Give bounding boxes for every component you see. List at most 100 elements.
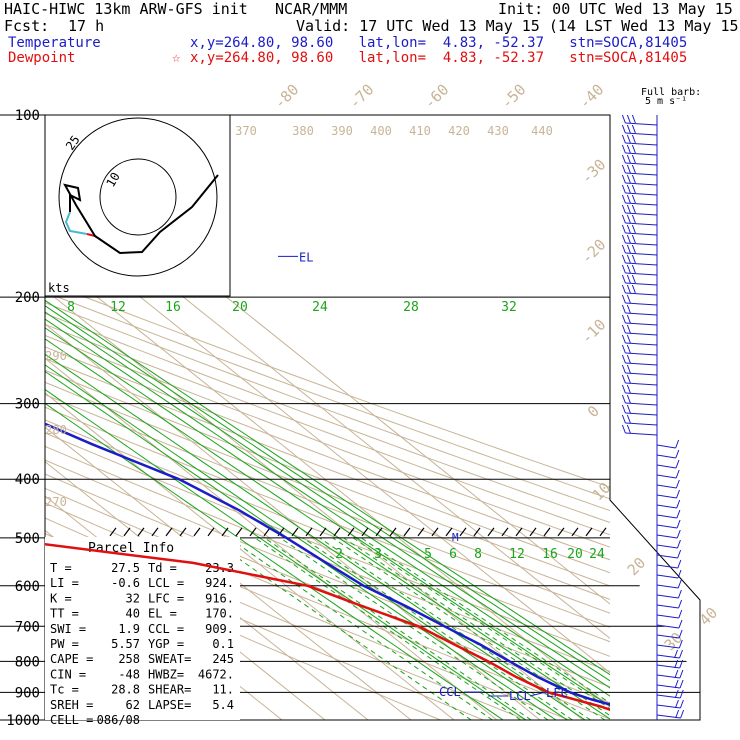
wind-barb-feather [621,224,626,234]
hodograph-ring [99,158,177,236]
wind-barb-feather [631,154,636,164]
temperature-axis-label: -80 [271,81,303,113]
dewpoint-location: x,y=264.80, 98.60 lat,lon= 4.83, -52.37 … [190,50,688,66]
wind-barb-shaft [625,382,658,386]
freezing-tick [263,527,271,537]
wind-barb [621,354,658,366]
wind-barb-feather [674,669,679,679]
star-icon: ☆ [172,50,181,66]
wind-barb-feather [626,394,631,404]
freezing-tick [319,527,327,537]
wind-barb [621,404,658,416]
wind-barb-shaft [625,372,658,376]
wind-barb-shaft [656,504,677,509]
wind-barb [656,499,681,509]
parcel-panel-bg [45,537,240,720]
isotherm-line [45,357,498,720]
parcel-value: 916. [205,591,234,605]
mixing-ratio-dashed-line [343,537,610,717]
wind-barb [621,324,658,336]
parcel-key: LFC = [148,591,184,605]
wind-barb [656,479,680,489]
sounding-series [45,422,610,712]
wind-barb [656,669,684,679]
wind-barb [621,304,658,316]
freezing-tick [487,527,495,537]
theta-label: 390 [331,124,353,138]
wind-barb-feather [626,304,631,314]
lcl-label: LCL [509,689,531,703]
wind-barb-feather [678,639,683,649]
mixing-ratio-dashed-line [254,537,521,720]
parcel-key: SHEAR= [148,683,191,697]
wind-barb-feather [626,194,631,204]
mixing-ratio-dashed-line [352,537,610,710]
parcel-value: 11. [212,683,234,697]
wind-barb-shaft [656,704,681,709]
wind-barb-shaft [625,132,658,136]
parcel-key: LCL = [148,576,184,590]
valid-time: Valid: 17 UTC Wed 13 May 15 (14 LST Wed … [296,17,740,35]
mixing-ratio-label: 12 [110,300,126,315]
freezing-tick [193,527,201,537]
wind-barb-shaft [625,272,658,276]
wind-barb [656,459,680,469]
wind-barb-feather [626,164,631,174]
dry-adiabat-line [45,291,610,500]
wind-barb-feather [621,374,626,384]
wind-barb-shaft [656,624,680,629]
temperature-location: x,y=264.80, 98.60 lat,lon= 4.83, -52.37 … [190,35,688,51]
wind-barb-feather [631,224,636,234]
wind-barb-feather [631,234,636,244]
wind-barb-feather [621,234,626,244]
wind-barb [656,709,685,719]
temperature-axis-label: -50 [498,81,530,113]
wind-barb-feather [626,114,631,124]
wind-barb [621,344,658,356]
dry-adiabat-line [45,473,610,704]
wind-barb-feather [626,124,631,134]
parcel-value: 1.9 [118,622,140,636]
theta-label: 430 [487,124,509,138]
wind-barb-feather [676,499,681,509]
wind-barb [656,509,681,519]
wind-barb [656,519,681,529]
wind-barb-feather [626,264,631,274]
wind-barb-feather [631,204,636,214]
mixing-ratio-label: 8 [67,300,75,315]
wind-barb [621,394,658,406]
theta-label: 400 [370,124,392,138]
wind-barb-shaft [625,232,658,236]
isotherm-line [45,392,455,720]
wind-barb [656,629,683,639]
isotherm-line [45,426,412,720]
mixing-ratio-label: 16 [165,300,181,315]
wind-barb-feather [626,344,631,354]
wind-barb [621,174,658,186]
wind-barb-shaft [625,332,658,336]
wind-barb-feather [631,124,636,134]
wind-barb-shaft [625,262,658,266]
wind-barb [621,294,658,306]
wind-barb-shaft [656,514,677,519]
mixing-ratio-label: 3 [374,547,382,562]
mixing-ratio-label: 8 [474,547,482,562]
parcel-title: Parcel Info [88,541,174,556]
wind-barb [656,639,683,649]
parcel-value: 245 [212,652,234,666]
mixing-ratio-dashed-line [332,537,606,720]
wind-barb-feather [621,284,626,294]
wind-barb-feather [679,699,684,709]
mixing-ratio-dashed-line [264,537,532,720]
barb-label: Full barb: [641,87,701,98]
freezing-tick [123,527,131,537]
wind-barb-shaft [656,494,677,499]
freezing-tick [431,527,439,537]
wind-barb [656,619,683,629]
pressure-tick-label: 700 [15,619,40,635]
wind-barb-feather [621,164,626,174]
wind-barb-feather [677,579,682,589]
wind-barb-feather [675,459,680,469]
wind-barb-shaft [656,604,679,609]
